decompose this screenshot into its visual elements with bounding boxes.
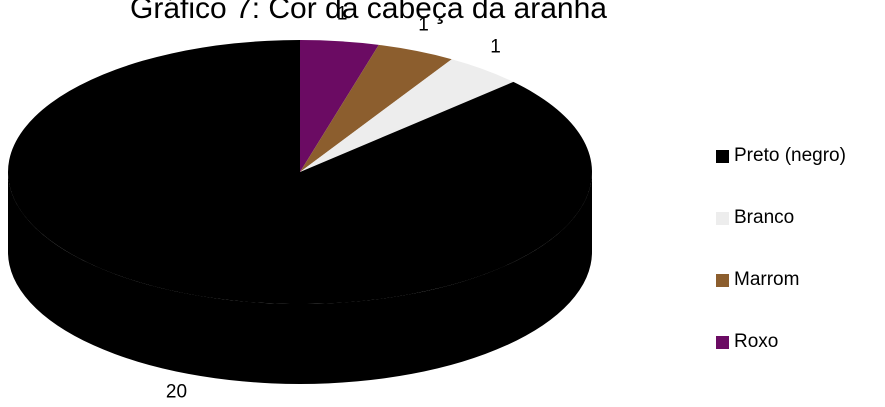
legend-item-preto: Preto (negro): [716, 145, 881, 166]
chart-title: Gráfico 7: Cor da cabeça da aranha: [130, 0, 607, 25]
data-label-branco: 1: [490, 37, 501, 58]
pie-slice-branco: [300, 59, 514, 172]
data-label-preto: 20: [166, 381, 187, 402]
chart-legend: Preto (negro) Branco Marrom Roxo: [716, 145, 881, 394]
legend-label-marrom: Marrom: [734, 269, 800, 290]
legend-label-branco: Branco: [734, 207, 795, 228]
pie-side-preto: [8, 172, 592, 384]
legend-swatch-roxo: [716, 335, 729, 349]
legend-label-preto: Preto (negro): [734, 145, 846, 166]
data-label-marrom: 1: [418, 15, 429, 36]
legend-item-marrom: Marrom: [716, 269, 881, 290]
pie-data-labels: 1 1 1 20: [166, 3, 501, 402]
legend-swatch-marrom: [716, 273, 729, 287]
legend-label-roxo: Roxo: [734, 331, 779, 352]
legend-swatch-preto: [716, 149, 729, 163]
data-label-roxo: 1: [337, 3, 348, 24]
pie-sides: [8, 172, 592, 384]
legend-swatch-branco: [716, 211, 729, 225]
pie-slice-marrom: [300, 44, 452, 173]
pie-slice-roxo: [300, 40, 379, 172]
pie-top: [8, 40, 592, 305]
legend-item-branco: Branco: [716, 207, 881, 228]
legend-item-roxo: Roxo: [716, 331, 881, 352]
pie-slice-preto: [8, 40, 592, 305]
